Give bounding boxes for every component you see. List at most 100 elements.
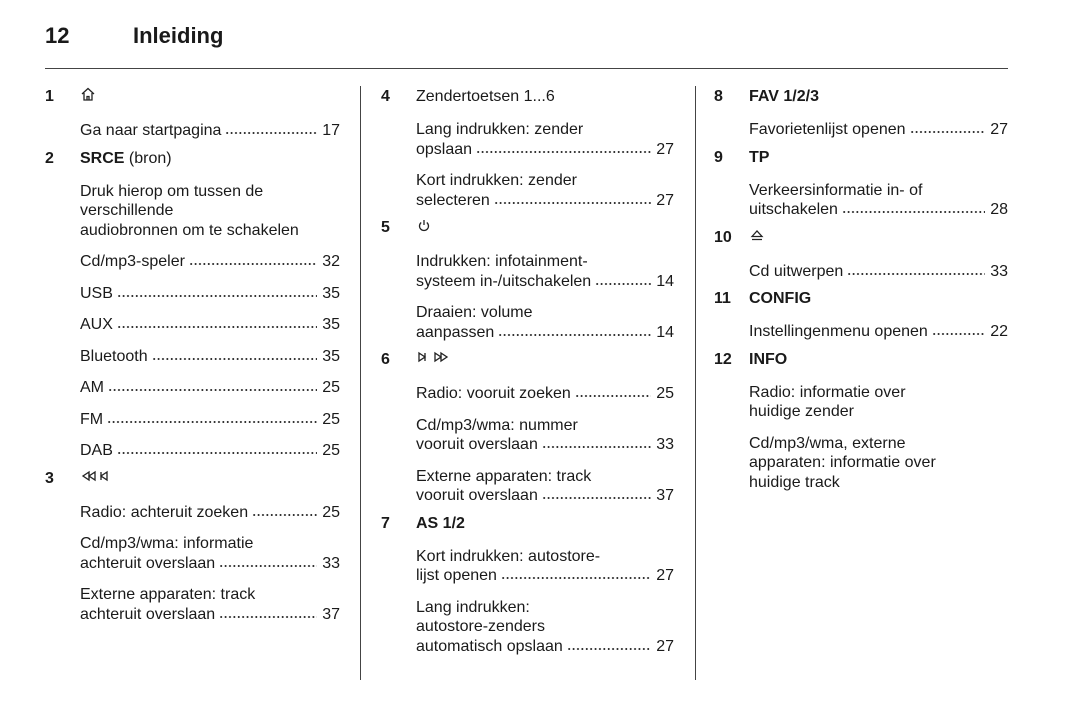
item-key: TP (749, 148, 770, 166)
entry-text: lijst openen (416, 567, 497, 584)
button-icon (80, 86, 96, 109)
item-heading: 5 (381, 217, 674, 240)
item-title: TP (749, 147, 769, 169)
page-ref: 28 (990, 201, 1008, 218)
entry-text: Externe apparaten: track (80, 586, 256, 603)
dot-leader (574, 394, 652, 398)
entry-line: AM 25 (80, 378, 340, 398)
entry-text: huidige zender (749, 403, 854, 420)
entry-line: Draaien: volume (416, 303, 674, 323)
page-ref: 25 (322, 379, 340, 396)
item-heading: 9 TP (714, 147, 1008, 169)
entry-text: Verkeersinformatie in- of (749, 181, 923, 199)
entry: Cd/mp3-speler 32 (80, 252, 340, 272)
entry-line: Externe apparaten: track (80, 585, 340, 605)
page-ref: 37 (322, 605, 340, 623)
dot-leader (541, 445, 652, 449)
entry-line: apparaten: informatie over (749, 453, 1008, 473)
entry-text: AM (80, 379, 104, 396)
entry: USB 35 (80, 284, 340, 304)
entry-line: vooruit overslaan 37 (416, 486, 674, 506)
entry-line: opslaan 27 (416, 140, 674, 160)
item-key: AS 1/2 (416, 514, 465, 532)
item-heading: 8 FAV 1/2/3 (714, 86, 1008, 108)
entry: Cd/mp3/wma: informatie achteruit overslaa… (80, 534, 340, 573)
item-title: INFO (749, 349, 787, 371)
entry-text: audiobronnen om te schakelen (80, 221, 299, 239)
entry-line: AUX 35 (80, 315, 340, 335)
entry-text: Cd/mp3-speler (80, 253, 185, 270)
entry: Radio: vooruit zoeken 25 (416, 384, 674, 404)
dot-leader (107, 419, 318, 424)
entry: Kort indrukken: autostore-lijst openen 27 (416, 547, 674, 586)
entry-text: Draaien: volume (416, 304, 533, 321)
entry-line: vooruit overslaan 33 (416, 435, 674, 455)
entry-line: Ga naar startpagina 17 (80, 121, 340, 141)
item-title: FAV 1/2/3 (749, 86, 819, 108)
page-ref: 14 (656, 323, 674, 341)
entry-text: Cd/mp3/wma, externe (749, 434, 906, 452)
entry-line: Cd uitwerpen 33 (749, 262, 1008, 282)
page-ref: 25 (322, 503, 340, 521)
item-number: 12 (714, 350, 732, 368)
entry-line: Radio: informatie over (749, 383, 1008, 403)
item-label: Zendertoetsen 1...6 (416, 88, 555, 105)
page-ref: 35 (322, 347, 340, 365)
entry-line: achteruit overslaan 37 (80, 605, 340, 625)
page-ref: 27 (990, 121, 1008, 138)
dot-leader (541, 496, 652, 500)
entry-line: audiobronnen om te schakelen (80, 221, 340, 241)
entry-text: apparaten: informatie over (749, 454, 936, 471)
dot-leader (225, 131, 318, 135)
item-label: (bron) (128, 149, 172, 167)
item-number: 7 (381, 514, 390, 532)
item-number: 2 (45, 149, 54, 167)
entry-text: Radio: vooruit zoeken (416, 385, 571, 402)
entry-text: Kort indrukken: zender (416, 172, 577, 189)
item-heading: 4 Zendertoetsen 1...6 (381, 86, 674, 108)
item-title (80, 86, 96, 109)
column: 1 Ga naar startpagina 17 2 SRCE (bron) Druk h… (45, 86, 340, 624)
item-title (416, 217, 432, 240)
entry: DAB 25 (80, 441, 340, 461)
item-heading: 12 INFO (714, 349, 1008, 371)
dot-leader (108, 388, 318, 392)
entry: AUX 35 (80, 315, 340, 335)
entry-text: achteruit overslaan (80, 554, 216, 572)
page-ref: 32 (322, 253, 340, 270)
item-number: 1 (45, 88, 54, 105)
entry: Indrukken: infotainment-systeem in-/uits… (416, 252, 674, 291)
entry: Instellingenmenu openen 22 (749, 322, 1008, 342)
entry-text: Instellingenmenu openen (749, 323, 928, 340)
entry-text: vooruit overslaan (416, 487, 538, 504)
column: 8 FAV 1/2/3 Favorietenlijst openen 27 9 TP Ver… (714, 86, 1008, 492)
entry: Kort indrukken: zender selecteren 27 (416, 171, 674, 210)
entry-line: Favorietenlijst openen 27 (749, 120, 1008, 140)
entry-text: Externe apparaten: track (416, 467, 592, 485)
entry-line: Verkeersinformatie in- of (749, 181, 1008, 201)
dot-leader (498, 332, 652, 337)
entry-line: Lang indrukken: zender (416, 120, 674, 140)
entry-text: vooruit overslaan (416, 436, 538, 453)
page-ref: 33 (322, 554, 340, 572)
entry-line: autostore-zenders (416, 617, 674, 637)
dot-leader (116, 451, 318, 455)
item-title (416, 349, 450, 372)
entry-line: uitschakelen 28 (749, 200, 1008, 220)
entry-text: Kort indrukken: autostore- (416, 547, 601, 565)
item-title (80, 468, 114, 491)
item-title: SRCE (bron) (80, 148, 172, 170)
page-ref: 17 (322, 122, 340, 139)
dot-leader (188, 262, 318, 266)
entry-line: aanpassen 14 (416, 323, 674, 343)
entry-line: Indrukken: infotainment- (416, 252, 674, 272)
dot-leader (909, 130, 986, 134)
column-divider (360, 86, 361, 680)
page-ref: 35 (322, 284, 340, 302)
entry-line: USB 35 (80, 284, 340, 304)
entry-text: verschillende (80, 202, 174, 219)
entry-line: Kort indrukken: zender (416, 171, 674, 191)
entry: Externe apparaten: track vooruit overslaa… (416, 467, 674, 506)
entry-text: systeem in-/uitschakelen (416, 272, 592, 290)
entry: Favorietenlijst openen 27 (749, 120, 1008, 140)
